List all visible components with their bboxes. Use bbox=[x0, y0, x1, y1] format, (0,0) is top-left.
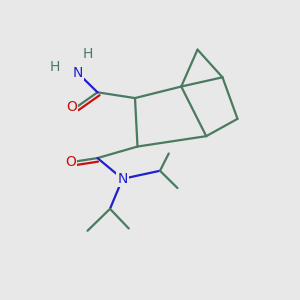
Text: H: H bbox=[82, 47, 93, 61]
Text: O: O bbox=[65, 154, 76, 169]
Text: H: H bbox=[50, 60, 60, 74]
Text: N: N bbox=[117, 172, 128, 186]
Text: O: O bbox=[66, 100, 77, 114]
Text: N: N bbox=[72, 66, 83, 80]
